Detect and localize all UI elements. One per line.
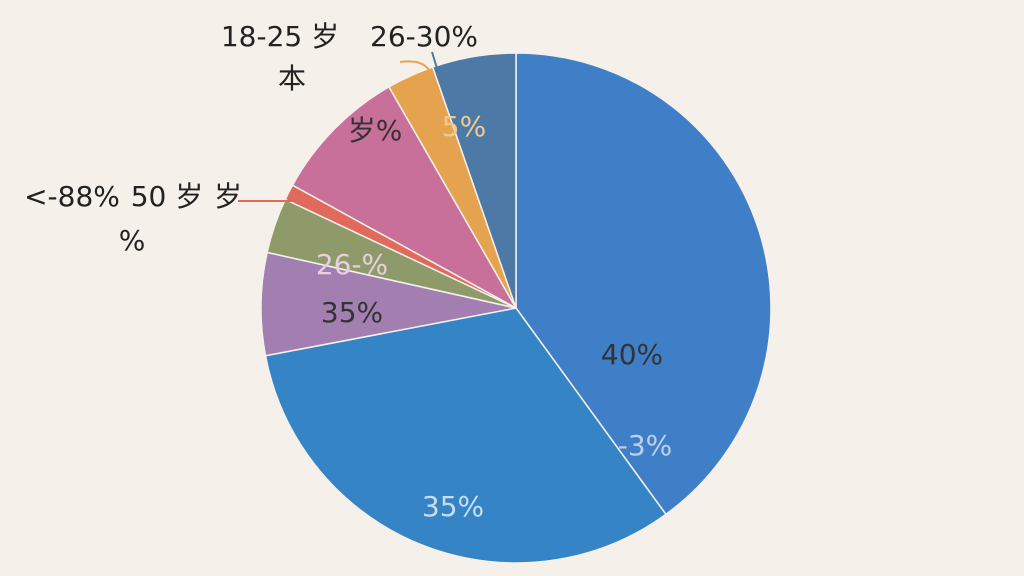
- annotation: 26-%: [316, 248, 388, 281]
- annotation: 40%: [601, 338, 663, 371]
- annotation: 26-30%: [370, 20, 478, 53]
- pie-slice: [291, 85, 518, 310]
- annotation: 35%: [321, 296, 383, 329]
- leader-line: [399, 60, 433, 81]
- annotation: %: [119, 224, 146, 257]
- annotation: -3%: [618, 429, 673, 462]
- annotation: 岁%: [348, 114, 403, 147]
- annotation: 18-25 岁: [221, 20, 339, 53]
- labels: 40% -3% 35% 35% 26-% 岁% 5% 18-25 岁 26-30% 本 <-88% 5…: [24, 20, 672, 523]
- leader-line: [431, 51, 441, 79]
- pie-slice: [515, 52, 772, 516]
- pie: [260, 52, 772, 564]
- annotation: 35%: [422, 490, 484, 523]
- annotation: 50 岁: [131, 180, 204, 213]
- pie-slice: [431, 52, 517, 309]
- annotation: 本: [278, 62, 306, 95]
- pie-slice: [264, 307, 667, 564]
- annotation: <-88%: [24, 180, 120, 213]
- annotation: 岁: [214, 180, 242, 213]
- annotation: 5%: [442, 110, 486, 143]
